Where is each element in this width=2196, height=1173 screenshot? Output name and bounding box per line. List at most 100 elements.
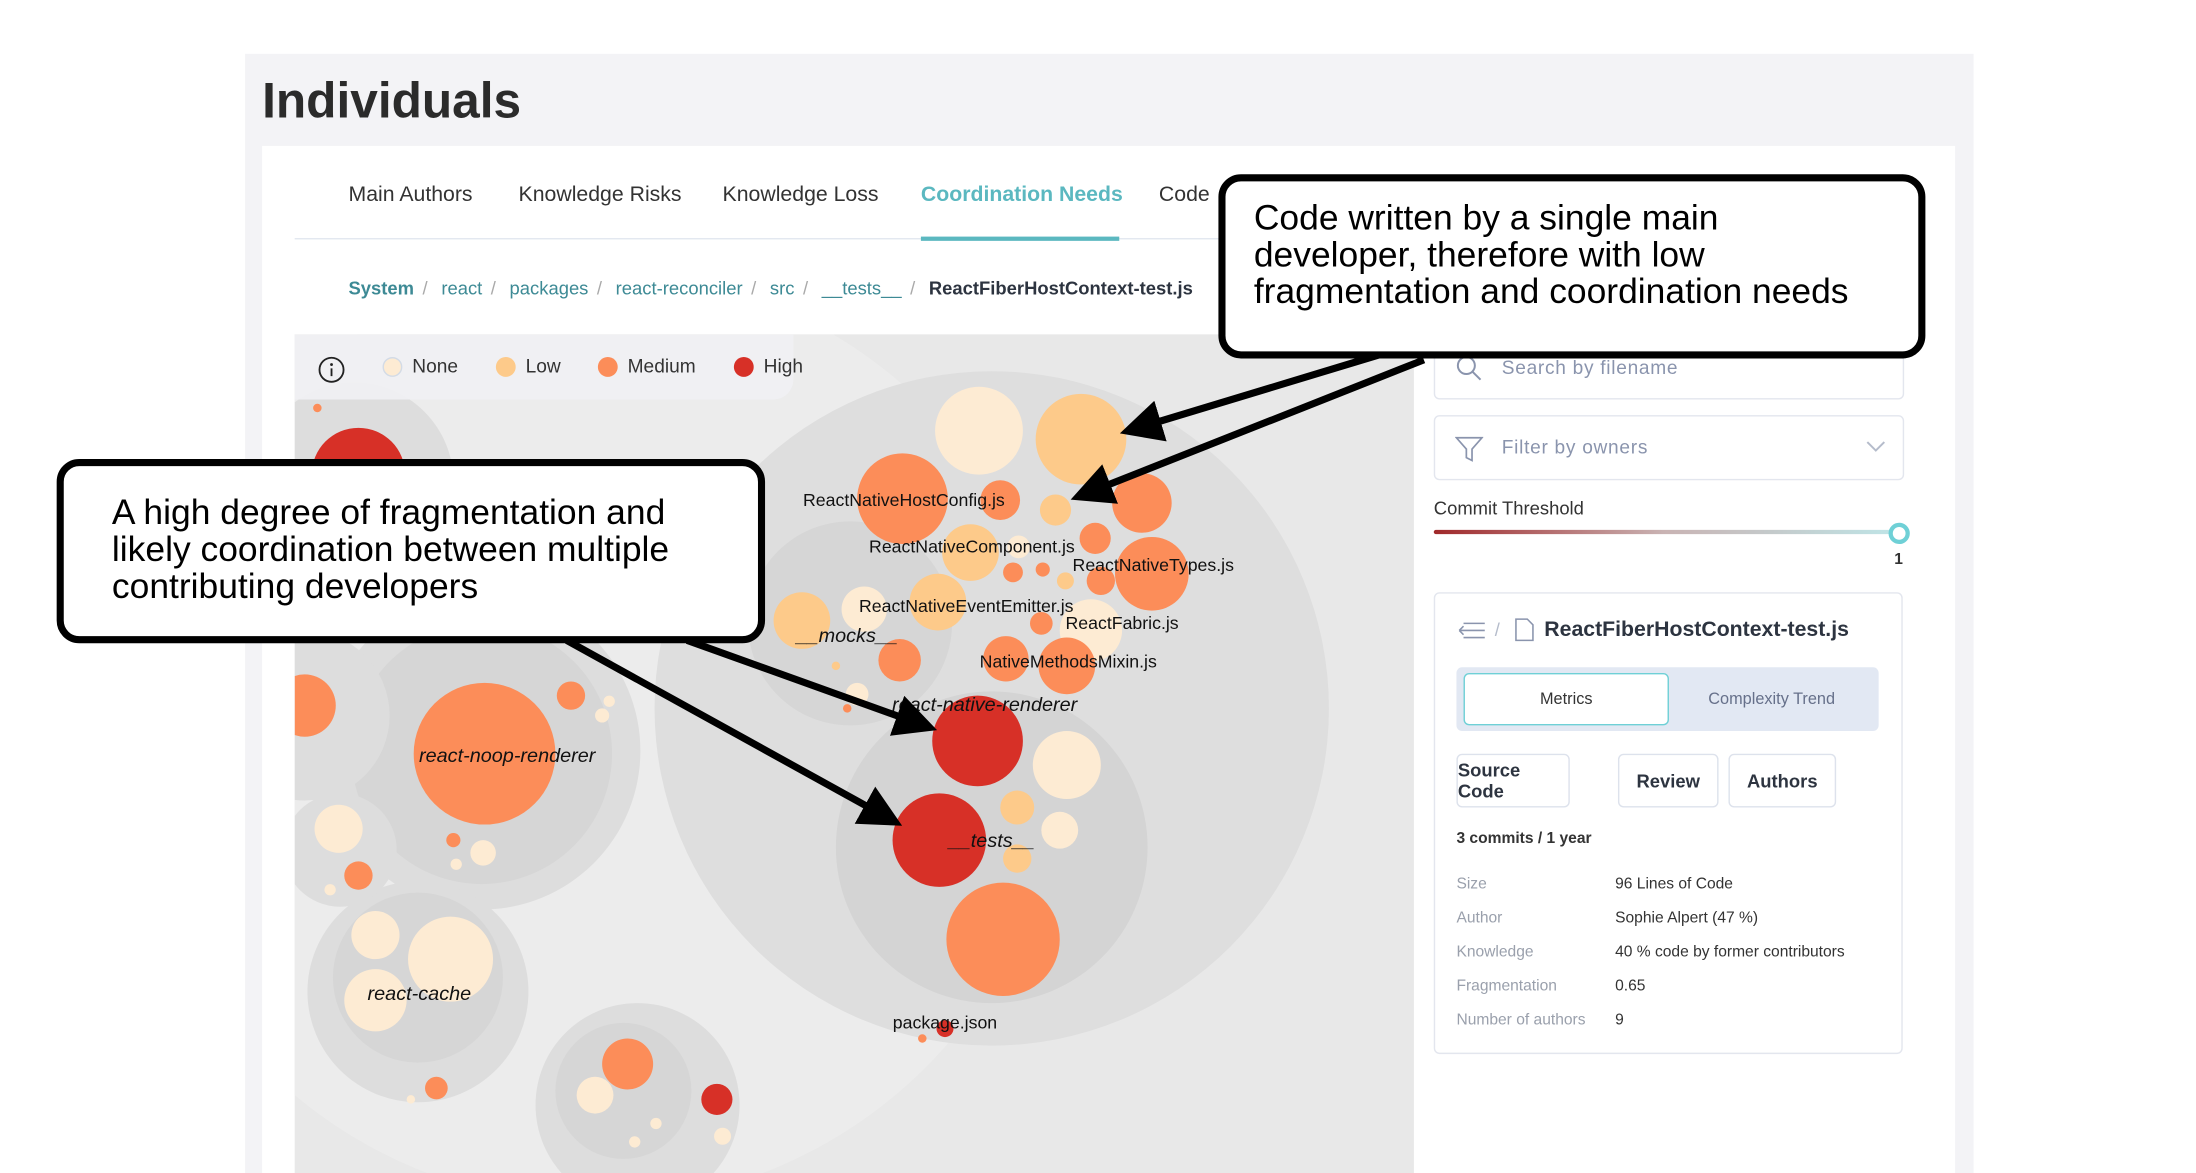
- breadcrumb-item[interactable]: System: [348, 277, 415, 299]
- arrow: [564, 637, 903, 826]
- list-back-icon[interactable]: [1458, 621, 1486, 641]
- file-bubble-low[interactable]: [1003, 844, 1032, 873]
- tab-knowledge-risks[interactable]: Knowledge Risks: [518, 182, 682, 207]
- legend-swatch: [597, 356, 618, 377]
- source-code-button[interactable]: Source Code: [1456, 753, 1570, 808]
- file-bubble-medium[interactable]: [313, 403, 322, 413]
- file-bubble-medium[interactable]: [413, 682, 556, 825]
- file-bubble-none[interactable]: [351, 910, 400, 960]
- tab-coordination-needs[interactable]: Coordination Needs: [920, 182, 1123, 207]
- file-bubble-medium[interactable]: [1079, 522, 1111, 554]
- file-bubble-none[interactable]: [1041, 811, 1079, 849]
- file-bubble-none[interactable]: [629, 1136, 641, 1148]
- file-bubble-low[interactable]: [831, 661, 841, 671]
- file-bubble-high[interactable]: [936, 1020, 954, 1038]
- file-bubble-low[interactable]: [1000, 790, 1035, 825]
- legend-item-none: None: [382, 355, 459, 377]
- file-bubble-low[interactable]: [773, 592, 831, 649]
- file-label: ReactFabric.js: [1065, 613, 1179, 634]
- file-bubble-low[interactable]: [942, 524, 999, 581]
- folder-label: react-cache: [367, 981, 472, 1005]
- file-bubble-medium[interactable]: [983, 636, 1029, 682]
- file-bubble-none[interactable]: [595, 708, 610, 723]
- file-bubble-medium[interactable]: [1029, 612, 1053, 635]
- metric-value: 0.65: [1615, 977, 1646, 995]
- file-bubble-high[interactable]: [932, 695, 1023, 787]
- commit-threshold-value: 1: [1894, 551, 1903, 569]
- breadcrumb-item[interactable]: src: [769, 277, 795, 299]
- file-bubble-medium[interactable]: [842, 704, 852, 713]
- file-bubble-medium[interactable]: [857, 453, 948, 545]
- file-bubble-none[interactable]: [314, 804, 363, 853]
- file-bubble-medium[interactable]: [1086, 566, 1115, 596]
- tab-main-authors[interactable]: Main Authors: [348, 182, 473, 207]
- metric-label: Size: [1456, 875, 1487, 893]
- file-bubble-medium[interactable]: [1112, 473, 1172, 533]
- file-bubble-medium[interactable]: [294, 674, 336, 737]
- file-bubble-medium[interactable]: [425, 1076, 448, 1100]
- file-bubble-medium[interactable]: [1038, 637, 1096, 695]
- file-bubble-none[interactable]: [324, 884, 336, 896]
- bubble-map[interactable]: __mocks__ react-native-renderer __tests__ r…: [294, 334, 1414, 1173]
- metrics-tab[interactable]: Metrics: [1463, 672, 1669, 726]
- callout-high-fragmentation: A high degree of fragmentation and likel…: [56, 459, 766, 644]
- breadcrumb-item[interactable]: react: [441, 277, 483, 299]
- file-bubble-none[interactable]: [408, 916, 494, 1002]
- arrow: [685, 637, 938, 736]
- tab-code[interactable]: Code: [1158, 182, 1210, 207]
- file-name: ReactFiberHostContext-test.js: [1544, 617, 1849, 642]
- tab-divider: [294, 238, 1230, 240]
- file-bubble-low[interactable]: [1039, 494, 1072, 526]
- file-bubble-low[interactable]: [909, 573, 967, 631]
- authors-button[interactable]: Authors: [1728, 753, 1837, 808]
- filter-owners-select[interactable]: Filter by owners: [1433, 415, 1905, 481]
- complexity-trend-tab[interactable]: Complexity Trend: [1708, 690, 1836, 708]
- file-bubble-none[interactable]: [1007, 535, 1030, 559]
- file-bubble-none[interactable]: [406, 1095, 416, 1104]
- file-bubble-medium[interactable]: [344, 861, 373, 890]
- file-bubble-none[interactable]: [470, 840, 496, 866]
- metric-label: Fragmentation: [1456, 977, 1557, 995]
- file-bubble-none[interactable]: [576, 1076, 614, 1114]
- file-bubble-medium[interactable]: [1114, 536, 1189, 611]
- file-bubble-low[interactable]: [1056, 572, 1074, 590]
- tab-knowledge-loss[interactable]: Knowledge Loss: [722, 182, 879, 207]
- file-bubble-none[interactable]: [935, 386, 1023, 475]
- folder-bubble[interactable]: [294, 630, 390, 801]
- legend-swatch: [382, 356, 403, 377]
- file-bubble-none[interactable]: [344, 969, 407, 1032]
- file-bubble-none[interactable]: [603, 695, 615, 707]
- file-bubble-medium[interactable]: [918, 1034, 927, 1043]
- breadcrumb-item[interactable]: __tests__: [821, 277, 902, 299]
- breadcrumb-item[interactable]: react-reconciler: [615, 277, 743, 299]
- file-bubble-medium[interactable]: [878, 638, 921, 682]
- bubble-map-svg[interactable]: [294, 334, 1414, 1173]
- metric-label: Author: [1456, 909, 1503, 927]
- legend-item-low: Low: [495, 356, 561, 377]
- file-bubble-none[interactable]: [841, 586, 887, 632]
- legend-item-medium: Medium: [597, 356, 696, 377]
- file-bubble-none[interactable]: [650, 1117, 662, 1130]
- legend: None Low Medium High: [294, 334, 803, 400]
- breadcrumb-item[interactable]: packages: [509, 277, 589, 299]
- file-bubble-medium[interactable]: [980, 480, 1021, 520]
- file-bubble-high[interactable]: [892, 793, 987, 887]
- file-bubble-none[interactable]: [1032, 731, 1101, 800]
- review-button[interactable]: Review: [1617, 753, 1719, 808]
- file-label: package.json: [892, 1012, 998, 1033]
- file-bubble-none[interactable]: [714, 1127, 732, 1145]
- info-icon[interactable]: [317, 356, 345, 384]
- file-bubble-high[interactable]: [701, 1083, 733, 1115]
- file-bubble-medium[interactable]: [1035, 562, 1050, 577]
- file-bubble-medium[interactable]: [1003, 562, 1023, 583]
- commit-threshold-slider[interactable]: [1433, 529, 1893, 535]
- file-bubble-medium[interactable]: [446, 833, 461, 848]
- file-label: ReactNativeTypes.js: [1072, 555, 1234, 576]
- legend-label: None: [412, 355, 459, 377]
- file-bubble-medium[interactable]: [946, 882, 1060, 996]
- slider-handle[interactable]: [1888, 522, 1910, 545]
- file-bubble-medium[interactable]: [556, 681, 586, 710]
- file-bubble-none[interactable]: [450, 858, 462, 870]
- file-bubble-medium[interactable]: [602, 1038, 654, 1090]
- file-bubble-low[interactable]: [1035, 393, 1127, 485]
